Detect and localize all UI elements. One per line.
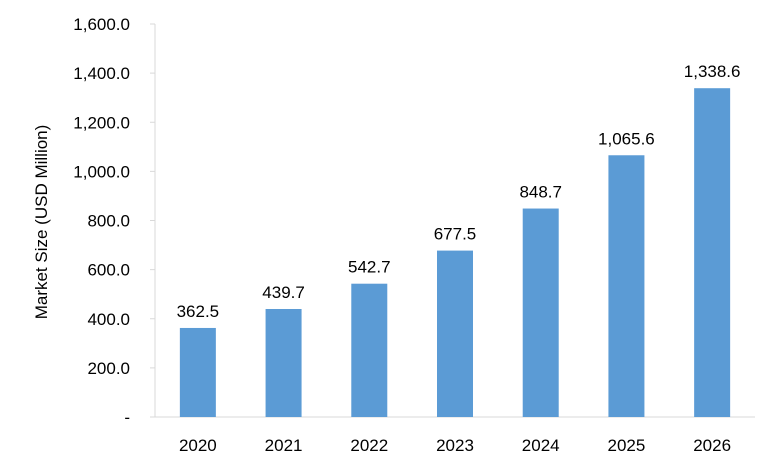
bar-2024 (522, 208, 559, 417)
data-labels: 362.5 439.7 542.7 677.5 848.7 1,065.6 1,338.6 (177, 62, 741, 321)
x-tick-label: 2026 (693, 436, 731, 455)
y-tick-label: 400.0 (87, 310, 130, 329)
x-tick-label: 2020 (179, 436, 217, 455)
x-tick-label: 2025 (608, 436, 646, 455)
x-tick-label: 2022 (350, 436, 388, 455)
value-label-2023: 677.5 (434, 225, 477, 244)
value-label-2025: 1,065.6 (598, 129, 655, 148)
bar-2026 (694, 88, 731, 418)
value-label-2026: 1,338.6 (684, 62, 741, 81)
bar-2021 (265, 308, 302, 417)
bar-2020 (179, 327, 216, 417)
y-tick-label: 1,200.0 (73, 113, 130, 132)
y-tick-label: 1,600.0 (73, 15, 130, 34)
y-axis-title: Market Size (USD Million) (32, 125, 51, 320)
x-tick-label: 2021 (265, 436, 303, 455)
x-tick-label: 2024 (522, 436, 560, 455)
value-label-2022: 542.7 (348, 258, 391, 277)
y-tick-label: 1,400.0 (73, 64, 130, 83)
value-label-2024: 848.7 (519, 183, 562, 202)
bar-2025 (608, 155, 645, 417)
y-axis-ticks: - 200.0 400.0 600.0 800.0 1,000.0 1,200.0 1,400… (73, 15, 155, 427)
value-label-2021: 439.7 (262, 283, 305, 302)
x-axis-ticks: 2020 2021 2022 2023 2024 2025 2026 (179, 436, 731, 455)
bars (179, 88, 731, 418)
bar-2023 (437, 250, 473, 417)
y-tick-label: 800.0 (87, 212, 130, 231)
y-tick-label: 1,000.0 (73, 162, 130, 181)
x-tick-label: 2023 (436, 436, 474, 455)
value-label-2020: 362.5 (177, 302, 220, 321)
y-tick-label: - (124, 408, 130, 427)
y-tick-label: 600.0 (87, 261, 130, 280)
y-tick-label: 200.0 (87, 359, 130, 378)
bar-2022 (351, 283, 388, 417)
